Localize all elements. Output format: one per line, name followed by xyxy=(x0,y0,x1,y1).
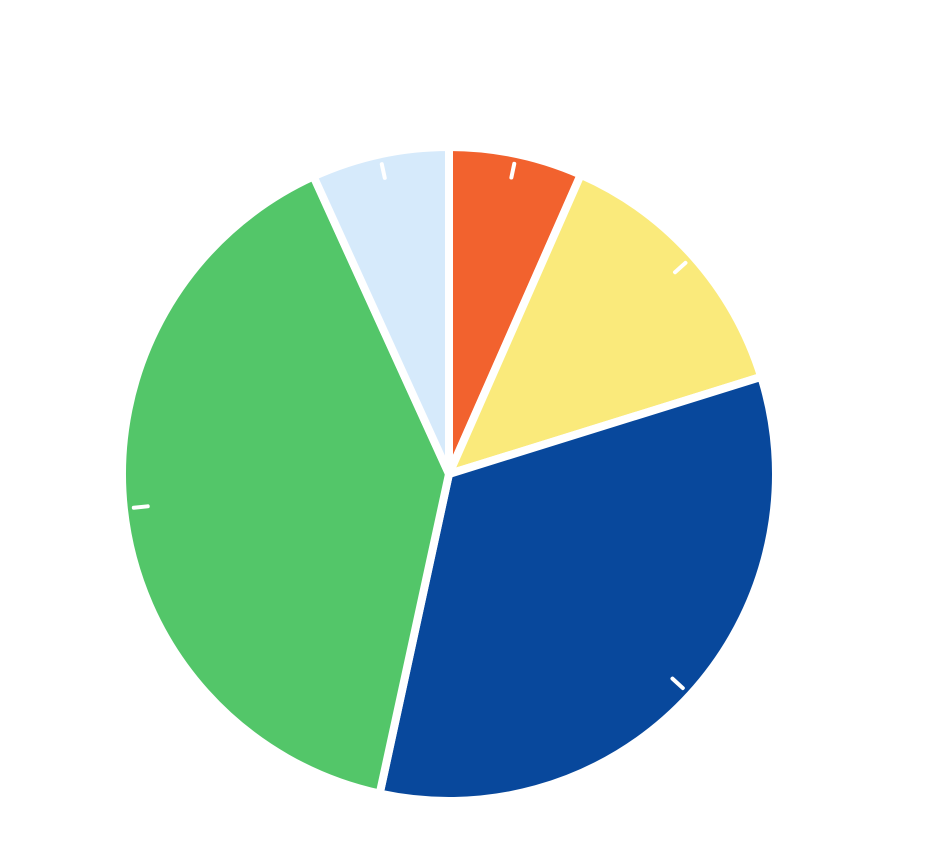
slice-tick xyxy=(131,504,150,510)
pie-slice xyxy=(375,372,780,805)
slice-tick xyxy=(673,260,688,275)
slice-tick xyxy=(379,162,387,180)
slice-tick xyxy=(509,161,517,180)
pie-slice xyxy=(118,172,453,798)
pie-slice xyxy=(309,143,453,478)
slice-tick xyxy=(670,676,685,691)
